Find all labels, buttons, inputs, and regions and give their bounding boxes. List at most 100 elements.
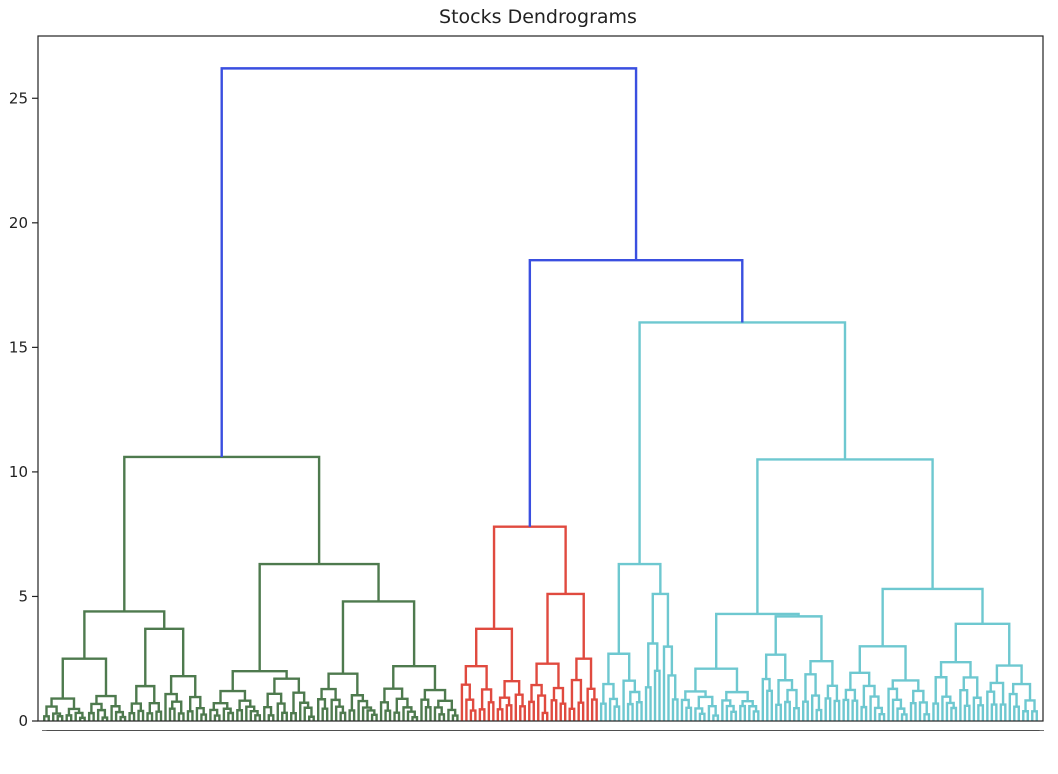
- leaf-tick-label: |: [122, 729, 132, 732]
- leaf-tick-label: |: [760, 729, 770, 732]
- dendrogram-link: [101, 716, 109, 721]
- leaf-tick-label: |: [944, 729, 954, 732]
- dendrogram-link: [350, 694, 365, 711]
- dendrogram-link: [498, 696, 511, 710]
- dendrogram-link: [530, 683, 543, 702]
- leaf-tick-label: |: [82, 729, 92, 732]
- leaf-tick-label: |: [661, 729, 671, 732]
- leaf-tick-label: |: [715, 729, 725, 732]
- dendrogram-link: [811, 694, 821, 721]
- leaf-tick-label: |: [248, 729, 258, 732]
- leaf-tick-label: |: [796, 729, 806, 732]
- dendrogram-link: [891, 679, 920, 691]
- dendrogram-link: [411, 715, 419, 721]
- dendrogram-link: [65, 714, 73, 721]
- dendrogram-link: [475, 627, 514, 682]
- leaf-tick-label: |: [625, 729, 635, 732]
- leaf-tick-label: |: [697, 729, 707, 732]
- dendrogram-link: [739, 704, 747, 721]
- leaf-tick-label: |: [59, 729, 69, 732]
- leaf-tick-label: |: [598, 729, 608, 732]
- dendrogram-link: [43, 715, 50, 721]
- dendrogram-link: [379, 701, 390, 721]
- leaf-tick-label: |: [872, 729, 882, 732]
- leaf-tick-label: |: [405, 729, 415, 732]
- dendrogram-link: [977, 704, 985, 721]
- dendrogram-link: [833, 699, 841, 721]
- leaf-tick-label: |: [392, 729, 402, 732]
- leaf-tick-label: |: [930, 729, 940, 732]
- dendrogram-link: [1022, 710, 1029, 721]
- leaf-tick-label: |: [477, 729, 487, 732]
- dendrogram-link: [424, 706, 432, 721]
- leaf-tick-label: |: [50, 729, 60, 732]
- dendrogram-link: [941, 695, 952, 721]
- leaf-tick-label: |: [154, 729, 164, 732]
- leaf-tick-label: |: [966, 729, 976, 732]
- leaf-tick-label: |: [612, 729, 622, 732]
- leaf-tick-label: |: [360, 729, 370, 732]
- leaf-tick-label: |: [688, 729, 698, 732]
- dendrogram-link: [451, 714, 459, 721]
- dendrogram-link: [87, 711, 95, 721]
- leaf-tick-label: |: [728, 729, 738, 732]
- leaf-tick-label: |: [989, 729, 999, 732]
- leaf-tick-label: |: [472, 729, 482, 732]
- dendrogram-link: [123, 455, 321, 612]
- leaf-tick-label: |: [243, 729, 253, 732]
- dendrogram-link: [786, 688, 798, 709]
- leaf-tick-label: |: [827, 729, 837, 732]
- dendrogram-link: [130, 702, 143, 714]
- leaf-tick-label: |: [549, 729, 559, 732]
- leaf-tick-label: |: [100, 729, 110, 732]
- dendrogram-link: [784, 700, 791, 721]
- leaf-tick-label: |: [329, 729, 339, 732]
- dendrogram-link: [824, 697, 832, 721]
- leaf-tick-label: |: [764, 729, 774, 732]
- leaf-tick-label: |: [46, 729, 56, 732]
- leaf-tick-label: |: [993, 729, 1003, 732]
- dendrogram-link: [541, 711, 549, 721]
- dendrogram-link: [990, 703, 998, 721]
- dendrogram-link: [939, 661, 972, 678]
- leaf-tick-label: |: [881, 729, 891, 732]
- dendrogram-link: [697, 695, 714, 709]
- leaf-tick-label: |: [145, 729, 155, 732]
- leaf-tick-label: |: [189, 729, 199, 732]
- dendrogram-link: [83, 610, 166, 659]
- dendrogram-link: [577, 701, 585, 721]
- dendrogram-link: [370, 713, 378, 721]
- leaf-tick-label: |: [365, 729, 375, 732]
- leaf-tick-label: |: [845, 729, 855, 732]
- dendrogram-link: [321, 707, 329, 721]
- leaf-tick-label: |: [216, 729, 226, 732]
- leaf-tick-label: |: [288, 729, 298, 732]
- leaf-tick-label: |: [850, 729, 860, 732]
- dendrogram-link: [671, 698, 679, 721]
- dendrogram-link: [209, 708, 219, 721]
- dendrogram-link: [155, 710, 163, 721]
- leaf-tick-label: |: [198, 729, 208, 732]
- leaf-tick-label: |: [742, 729, 752, 732]
- dendrogram-link: [662, 645, 674, 721]
- leaf-tick-label: |: [603, 729, 613, 732]
- dendrogram-link: [496, 708, 504, 721]
- leaf-tick-label: |: [450, 729, 460, 732]
- leaf-tick-label: |: [302, 729, 312, 732]
- dendrogram-link: [793, 707, 800, 721]
- dendrogram-link: [95, 694, 117, 707]
- leaf-tick-label: |: [194, 729, 204, 732]
- leaf-tick-label: |: [701, 729, 711, 732]
- dendrogram-link: [258, 562, 380, 672]
- dendrogram-link: [348, 709, 356, 721]
- dendrogram-link: [177, 712, 185, 721]
- leaf-tick-label: |: [737, 729, 747, 732]
- leaf-tick-label: |: [113, 729, 123, 732]
- dendrogram-link: [438, 713, 446, 721]
- leaf-tick-label: |: [854, 729, 864, 732]
- dendrogram-link: [995, 664, 1023, 685]
- dendrogram-link: [266, 692, 283, 708]
- leaf-tick-label: |: [401, 729, 411, 732]
- leaf-tick-label: |: [998, 729, 1008, 732]
- dendrogram-link: [860, 705, 868, 721]
